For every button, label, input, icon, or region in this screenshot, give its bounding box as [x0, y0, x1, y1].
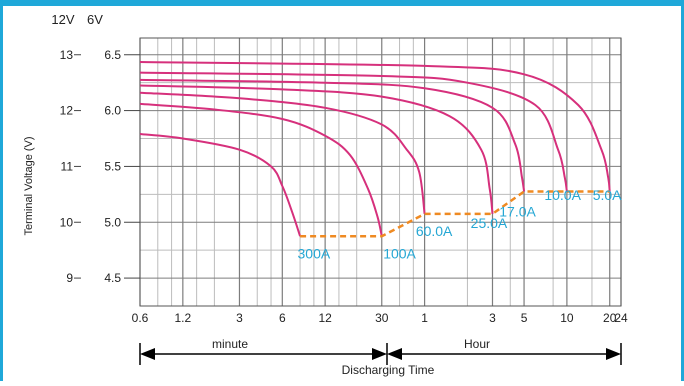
x-tick-label: 1.2: [174, 311, 191, 325]
right-arrow-icon: [372, 348, 387, 360]
discharge-curve-300A: [139, 133, 302, 237]
y-right-header: 6V: [87, 12, 103, 27]
discharge-curve-60.0A: [139, 91, 426, 215]
y-left-header: 12V: [51, 12, 74, 27]
y-tick-label-6v: 5.0: [104, 215, 121, 229]
y-tick-label-12v: 9: [66, 271, 73, 285]
x-tick-label: 24: [614, 311, 628, 325]
y-tick-label-12v: 10: [60, 215, 74, 229]
y-axis-ticks: 13 12 11 10 9 6.5 6.0 5.5 5.0 4.5: [60, 48, 140, 285]
series-label: 17.0A: [499, 204, 536, 220]
x-tick-label: 20: [603, 311, 617, 325]
major-grid: [139, 38, 622, 306]
x-axis-title: Discharging Time: [342, 363, 435, 377]
y-tick-label-12v: 11: [61, 159, 74, 173]
y-axis-label: Terminal Voltage (V): [23, 136, 35, 235]
plot-border: [139, 37, 622, 307]
x-tick-label: 0.6: [132, 311, 149, 325]
x-tick-label: 30: [375, 311, 389, 325]
minute-label: minute: [212, 337, 248, 351]
y-tick-label-6v: 6.0: [104, 104, 121, 118]
x-tick-label: 3: [236, 311, 243, 325]
x-tick-label: 5: [521, 311, 528, 325]
minute-bracket: [139, 343, 388, 365]
discharge-curve-100A: [139, 102, 383, 237]
x-tick-label: 10: [560, 311, 574, 325]
cutoff-dashed-line: [300, 190, 610, 238]
x-tick-label: 3: [489, 311, 496, 325]
x-tick-label: 12: [318, 311, 332, 325]
left-arrow-icon: [140, 348, 155, 360]
discharge-chart: 12V 6V Terminal Voltage (V) 1312111096.5…: [23, 12, 628, 377]
left-arrow-icon: [387, 348, 402, 360]
y-tick-label-6v: 5.5: [104, 159, 121, 173]
hour-label: Hour: [464, 337, 490, 351]
discharge-curve-10.0A: [139, 71, 568, 192]
discharge-curve-25.0A: [139, 84, 494, 215]
minor-grid: [140, 38, 621, 306]
series-label: 10.0A: [544, 187, 581, 203]
discharge-curves: [139, 61, 611, 237]
series-label: 5.0A: [593, 187, 622, 203]
y-tick-label-6v: 4.5: [104, 271, 121, 285]
y-tick-label-6v: 6.5: [104, 48, 121, 62]
x-tick-label: 1: [421, 311, 428, 325]
x-tick-label: 6: [279, 311, 286, 325]
series-label: 300A: [298, 246, 331, 262]
right-arrow-icon: [606, 348, 621, 360]
series-label: 100A: [383, 246, 416, 262]
series-label: 60.0A: [416, 223, 453, 239]
hour-bracket: [387, 343, 622, 365]
discharge-curve-17.0A: [139, 78, 526, 192]
y-tick-label-12v: 12: [60, 104, 74, 118]
discharge-curve-5.0A: [139, 61, 611, 192]
y-tick-label-12v: 13: [60, 48, 74, 62]
series-label: 25.0A: [471, 215, 508, 231]
